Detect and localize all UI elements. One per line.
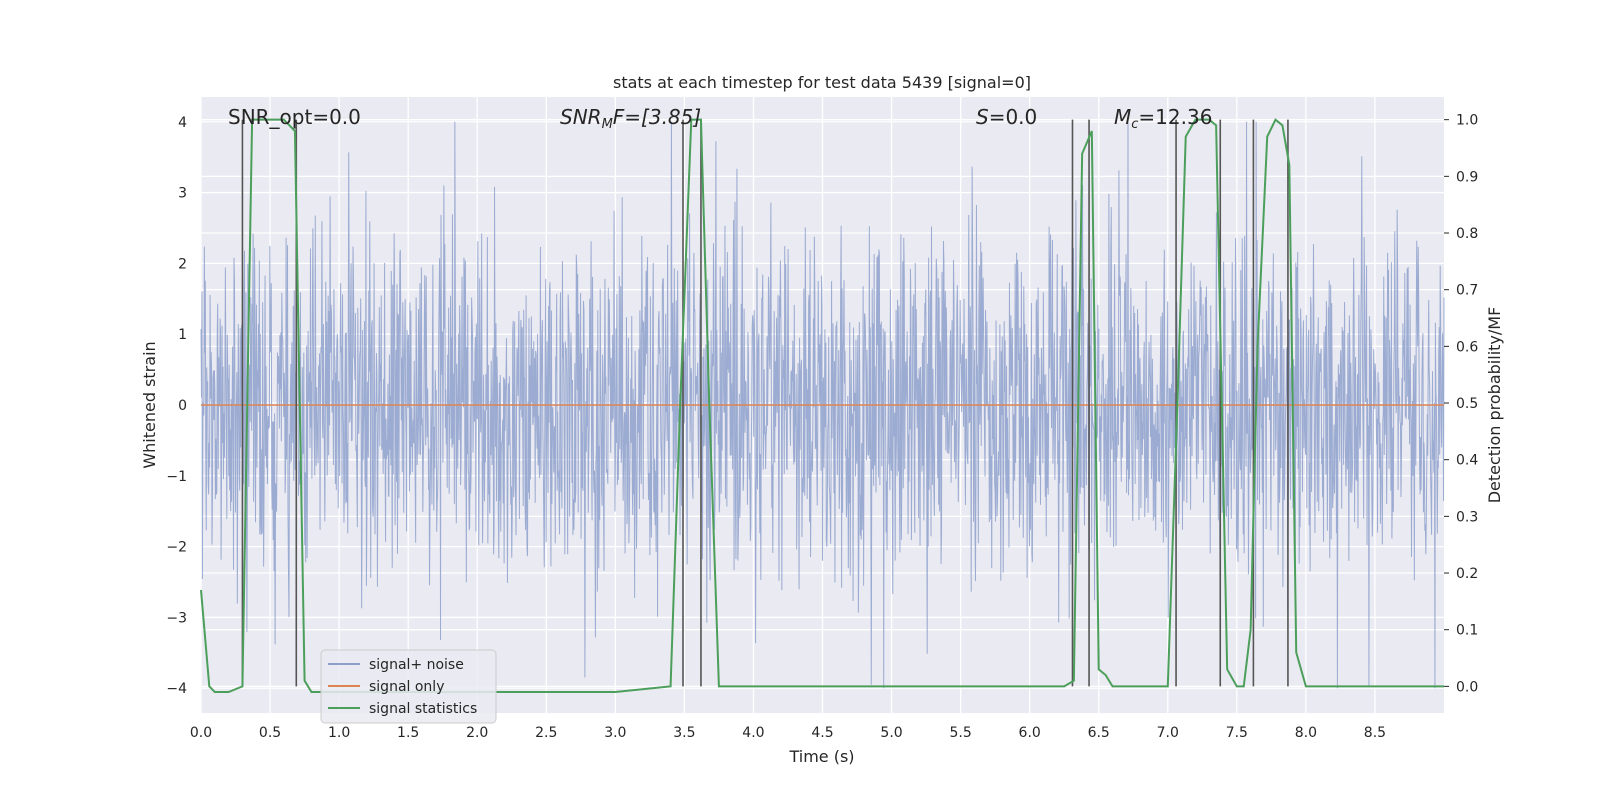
x-tick-label: 6.0 (1019, 725, 1041, 741)
annotation-s: S=0.0 (976, 105, 1037, 129)
y-axis-label: Whitened strain (140, 341, 159, 468)
x-tick-label: 7.0 (1157, 725, 1179, 741)
y-axis-right-label: Detection probability/MF (1485, 307, 1504, 504)
x-tick-label: 1.5 (397, 725, 419, 741)
y-tick-label: −4 (166, 681, 187, 697)
y-tick-label: 3 (178, 186, 187, 202)
legend: signal+ noise signal only signal statist… (320, 649, 497, 724)
x-tick-label: 0.0 (190, 725, 212, 741)
annotation-snr-mf: SNRMF=[3.85] (560, 105, 701, 132)
x-tick-label: 5.5 (949, 725, 971, 741)
y-right-tick-label: 0.7 (1456, 283, 1478, 299)
y-right-tick-label: 0.3 (1456, 509, 1478, 525)
legend-label-noise: signal+ noise (369, 657, 464, 673)
x-tick-label: 8.0 (1295, 725, 1317, 741)
x-axis-label: Time (s) (788, 747, 854, 766)
y-axis-right-ticks: 1.0 0.9 0.8 0.7 0.6 0.5 0.4 0.3 0.2 0.1 0.0 (1444, 113, 1478, 695)
x-tick-label: 3.0 (604, 725, 626, 741)
x-tick-label: 4.0 (742, 725, 764, 741)
statistics-line (200, 118, 1444, 694)
x-tick-label: 4.5 (811, 725, 833, 741)
x-tick-label: 2.5 (535, 725, 557, 741)
y-tick-label: 4 (178, 115, 187, 131)
y-right-tick-label: 0.1 (1456, 623, 1478, 639)
y-right-tick-label: 0.8 (1456, 226, 1478, 242)
y-axis-ticks: 4 3 2 1 0 −1 −2 −3 −4 (166, 115, 187, 697)
noise-trace (200, 121, 1445, 689)
y-right-tick-label: 0.2 (1456, 566, 1478, 582)
signal-statistics-series (200, 118, 1444, 694)
legend-box (320, 649, 497, 724)
x-tick-label: 7.5 (1226, 725, 1248, 741)
y-tick-label: −2 (166, 540, 187, 556)
vertical-markers (241, 119, 1289, 687)
legend-label-statistics: signal statistics (369, 701, 477, 717)
legend-label-signal-only: signal only (369, 679, 444, 695)
x-tick-label: 6.5 (1088, 725, 1110, 741)
y-right-tick-label: 0.6 (1456, 339, 1478, 355)
annotation-mc: Mc=12.36 (1114, 105, 1212, 132)
y-tick-label: 2 (178, 256, 187, 272)
x-tick-label: 1.0 (328, 725, 350, 741)
x-tick-label: 3.5 (673, 725, 695, 741)
y-right-tick-label: 0.0 (1456, 679, 1478, 695)
y-right-tick-label: 0.9 (1456, 169, 1478, 185)
y-tick-label: 0 (178, 398, 187, 414)
x-tick-label: 2.0 (466, 725, 488, 741)
x-tick-label: 8.5 (1364, 725, 1386, 741)
x-axis-ticks: 0.0 0.5 1.0 1.5 2.0 2.5 3.0 3.5 4.0 4.5 5.0 5.5 6.0 6… (190, 725, 1386, 741)
signal-plus-noise-series (200, 121, 1445, 689)
y-tick-label: −3 (166, 610, 187, 626)
chart-title: stats at each timestep for test data 543… (613, 73, 1031, 92)
y-right-tick-label: 0.4 (1456, 453, 1478, 469)
y-right-tick-label: 0.5 (1456, 396, 1478, 412)
y-tick-label: 1 (178, 327, 187, 343)
y-right-tick-label: 1.0 (1456, 113, 1478, 129)
x-tick-label: 0.5 (259, 725, 281, 741)
y-tick-label: −1 (166, 469, 187, 485)
annotation-snr-opt: SNR_opt=0.0 (228, 105, 361, 129)
x-tick-label: 5.0 (880, 725, 902, 741)
